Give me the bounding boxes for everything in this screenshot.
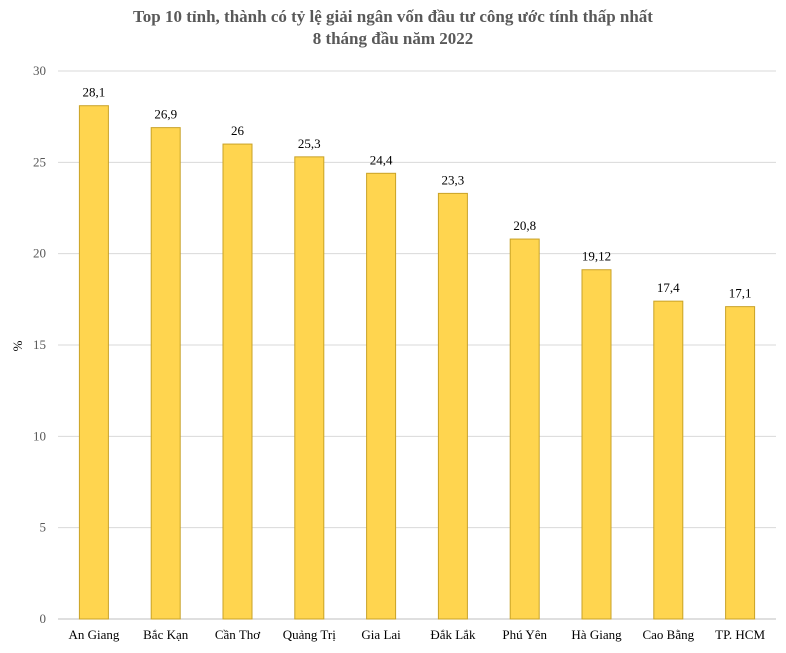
- data-label: 24,4: [370, 152, 393, 167]
- data-label: 17,4: [657, 280, 680, 295]
- bar: [222, 143, 253, 620]
- category-label: Cao Bằng: [642, 627, 694, 642]
- bars: [78, 105, 756, 620]
- category-label: Đắk Lắk: [430, 627, 476, 642]
- y-tick-label: 10: [33, 428, 46, 443]
- data-label: 19,12: [582, 249, 611, 264]
- y-axis-label: %: [10, 340, 25, 351]
- x-axis-categories: An Giang Bắc Kạn Cần Thơ Quảng Trị Gia Lai Đắ…: [68, 627, 765, 642]
- y-tick-label: 15: [33, 337, 46, 352]
- data-label: 26,9: [154, 107, 177, 122]
- data-label: 25,3: [298, 136, 321, 151]
- bar: [581, 269, 612, 620]
- bar: [366, 172, 397, 620]
- bar: [294, 156, 325, 620]
- category-label: Quảng Trị: [283, 627, 336, 642]
- category-label: TP. HCM: [715, 627, 765, 642]
- bar: [725, 306, 756, 620]
- category-label: Phú Yên: [502, 627, 547, 642]
- data-label: 28,1: [83, 85, 106, 100]
- y-tick-label: 25: [33, 154, 46, 169]
- data-label: 17,1: [729, 286, 752, 301]
- y-tick-label: 30: [33, 63, 46, 78]
- bar: [509, 238, 540, 620]
- y-axis-ticks: 0 5 10 15 20 25 30: [33, 63, 46, 626]
- data-label: 26: [231, 123, 245, 138]
- bar: [437, 192, 468, 620]
- data-labels: 28,1 26,9 26 25,3 24,4 23,3 20,8 19,12 17,4 17,1: [83, 85, 752, 301]
- data-label: 20,8: [513, 218, 536, 233]
- category-label: Hà Giang: [571, 627, 622, 642]
- y-tick-label: 0: [40, 611, 47, 626]
- chart-title-line-2: 8 tháng đầu năm 2022: [312, 29, 474, 48]
- bar: [78, 105, 109, 620]
- y-tick-label: 20: [33, 246, 46, 261]
- chart-title: Top 10 tỉnh, thành có tỷ lệ giải ngân vố…: [0, 6, 786, 50]
- bar: [150, 127, 181, 620]
- category-label: An Giang: [68, 627, 119, 642]
- category-label: Bắc Kạn: [143, 627, 189, 642]
- data-label: 23,3: [442, 172, 465, 187]
- category-label: Cần Thơ: [215, 627, 261, 642]
- chart-title-line-1: Top 10 tỉnh, thành có tỷ lệ giải ngân vố…: [133, 7, 653, 26]
- category-label: Gia Lai: [361, 627, 401, 642]
- bar: [653, 300, 684, 620]
- y-tick-label: 5: [40, 520, 47, 535]
